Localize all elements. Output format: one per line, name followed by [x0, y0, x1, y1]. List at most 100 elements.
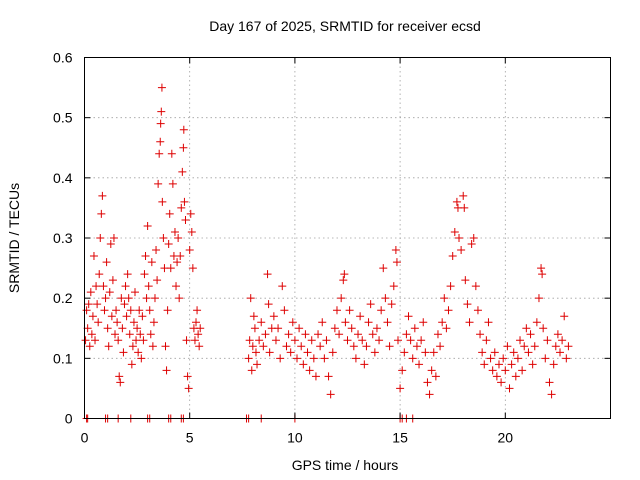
data-point — [448, 252, 457, 261]
data-point — [177, 203, 186, 212]
data-point — [278, 282, 287, 291]
data-point — [163, 306, 172, 315]
data-point — [139, 336, 148, 345]
data-point — [138, 312, 147, 321]
data-point — [195, 342, 204, 351]
data-point — [545, 378, 554, 387]
data-point — [564, 342, 573, 351]
data-point — [427, 366, 436, 375]
data-point — [505, 384, 514, 393]
data-point — [368, 330, 377, 339]
data-point — [328, 348, 337, 357]
x-tick-label: 0 — [81, 430, 89, 446]
data-point — [295, 324, 304, 333]
data-point — [337, 294, 346, 303]
data-point — [389, 282, 398, 291]
data-point — [125, 330, 134, 339]
data-point — [155, 149, 164, 158]
data-point — [143, 221, 152, 230]
data-point — [532, 318, 541, 327]
data-point — [250, 324, 259, 333]
data-point — [156, 137, 165, 146]
data-point — [116, 378, 125, 387]
data-point — [383, 318, 392, 327]
data-point — [530, 342, 539, 351]
data-point — [340, 270, 349, 279]
data-point — [168, 179, 177, 188]
data-point — [142, 294, 151, 303]
data-point — [115, 372, 124, 381]
data-point — [360, 360, 369, 369]
data-point — [165, 209, 174, 218]
data-point — [103, 324, 112, 333]
data-point — [322, 336, 331, 345]
y-tick-label: 0.6 — [53, 50, 73, 66]
data-point — [364, 318, 373, 327]
data-point — [137, 354, 146, 363]
data-point — [433, 330, 442, 339]
data-point — [132, 336, 141, 345]
data-point — [547, 390, 556, 399]
data-point — [362, 342, 371, 351]
data-point — [98, 191, 107, 200]
data-point — [286, 348, 295, 357]
data-point — [549, 360, 558, 369]
data-point — [264, 300, 273, 309]
data-point — [349, 342, 358, 351]
data-point — [126, 306, 135, 315]
data-point — [114, 336, 123, 345]
data-point — [419, 318, 428, 327]
data-point — [148, 342, 157, 351]
data-point — [440, 294, 449, 303]
data-point — [354, 330, 363, 339]
data-point — [562, 354, 571, 363]
data-point — [134, 348, 143, 357]
data-point — [492, 372, 501, 381]
data-point — [162, 366, 171, 375]
data-point — [186, 209, 195, 218]
data-point — [480, 360, 489, 369]
data-point — [490, 348, 499, 357]
data-point — [372, 324, 381, 333]
data-point — [410, 324, 419, 333]
data-point — [356, 312, 365, 321]
data-point — [501, 366, 510, 375]
data-point — [324, 372, 333, 381]
data-point — [408, 354, 417, 363]
data-point — [463, 300, 472, 309]
data-point — [263, 270, 272, 279]
data-point — [301, 330, 310, 339]
data-point — [179, 143, 188, 152]
data-point — [265, 348, 274, 357]
data-point — [88, 312, 97, 321]
data-point — [99, 282, 108, 291]
x-tick-label: 20 — [498, 430, 514, 446]
data-point — [516, 336, 525, 345]
data-point — [560, 312, 569, 321]
chart-title: Day 167 of 2025, SRMTID for receiver ecs… — [209, 18, 481, 34]
data-point — [541, 354, 550, 363]
data-point — [381, 294, 390, 303]
data-point — [446, 282, 455, 291]
data-point — [166, 264, 175, 273]
data-point — [109, 234, 118, 242]
data-point — [438, 318, 447, 327]
data-point — [309, 354, 318, 363]
data-point — [429, 348, 438, 357]
data-point — [247, 366, 256, 375]
data-point — [534, 294, 543, 303]
data-point — [404, 312, 413, 321]
data-point — [326, 390, 335, 399]
data-point — [509, 348, 518, 357]
data-point — [81, 336, 90, 345]
data-point — [347, 324, 356, 333]
x-tick-label: 5 — [186, 430, 194, 446]
data-point — [178, 167, 187, 176]
data-point — [85, 342, 94, 351]
data-point — [425, 390, 434, 399]
data-point — [130, 288, 139, 297]
data-point — [141, 252, 150, 261]
data-point — [97, 209, 106, 218]
data-point — [402, 330, 411, 339]
data-point — [157, 107, 166, 116]
